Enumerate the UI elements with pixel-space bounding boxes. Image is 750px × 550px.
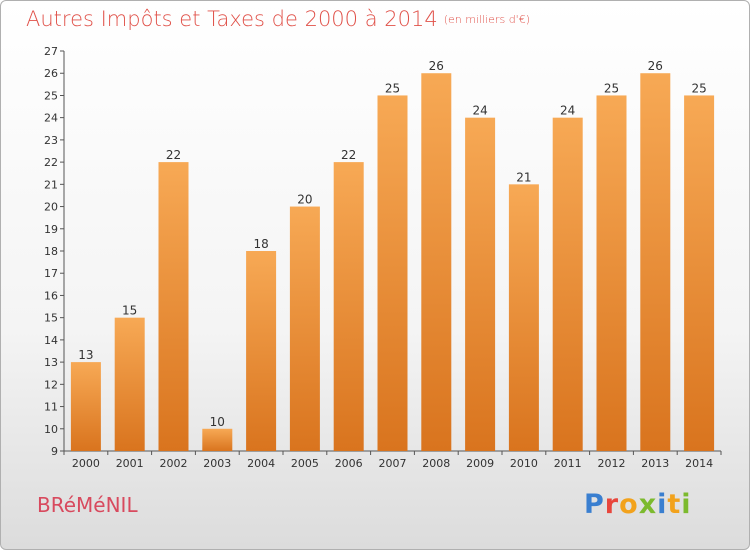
x-tick-label: 2006 (335, 457, 363, 470)
bar-2005 (289, 206, 320, 451)
y-tick-label: 22 (44, 156, 58, 169)
x-tick-label: 2002 (160, 457, 188, 470)
y-tick-label: 19 (44, 223, 58, 236)
x-tick-label: 2009 (466, 457, 494, 470)
x-tick-label: 2003 (203, 457, 231, 470)
bar-2000 (70, 362, 101, 451)
y-tick-label: 14 (44, 334, 58, 347)
y-tick-label: 20 (44, 201, 58, 214)
x-tick-label: 2014 (685, 457, 713, 470)
chart-unit: (en milliers d'€) (443, 13, 530, 26)
chart-data-labels: 13 15 22 10 18 20 22 25 26 24 21 24 25 26 25 (78, 59, 706, 429)
bar-2009 (465, 117, 496, 452)
logo-letter: x (638, 489, 658, 520)
logo-letter: t (667, 489, 682, 520)
y-tick-label: 24 (44, 112, 58, 125)
y-tick-label: 9 (51, 445, 58, 458)
y-tick-label: 13 (44, 356, 58, 369)
y-tick-label: 27 (44, 45, 58, 58)
data-label: 20 (297, 193, 312, 207)
bar-2004 (246, 251, 277, 451)
chart-axes: 9 10 11 12 13 14 15 16 17 18 19 20 21 22 23 24 25 26 27 200… (44, 45, 722, 470)
x-tick-label: 2011 (554, 457, 582, 470)
logo-letter: r (604, 489, 620, 520)
chart-bars (70, 73, 715, 452)
proxiti-logo[interactable]: Proxiti (584, 489, 692, 520)
logo-letter: P (584, 489, 605, 520)
data-label: 21 (516, 170, 531, 184)
data-label: 10 (210, 415, 225, 429)
data-label: 13 (78, 348, 93, 362)
y-tick-label: 21 (44, 178, 58, 191)
x-tick-label: 2013 (641, 457, 669, 470)
logo-letter: i (657, 489, 668, 520)
data-label: 22 (166, 148, 181, 162)
x-tick-label: 2001 (116, 457, 144, 470)
x-tick-label: 2008 (422, 457, 450, 470)
y-tick-label: 10 (44, 423, 58, 436)
y-tick-label: 26 (44, 67, 58, 80)
y-tick-label: 16 (44, 289, 58, 302)
data-label: 26 (429, 59, 444, 73)
bar-2007 (377, 95, 408, 451)
y-tick-label: 17 (44, 267, 58, 280)
y-tick-label: 12 (44, 378, 58, 391)
bar-2006 (333, 162, 364, 451)
chart-title-text: Autres Impôts et Taxes de 2000 à 2014 (26, 7, 438, 31)
bar-2014 (684, 95, 715, 451)
bar-2003 (202, 428, 233, 451)
y-tick-label: 25 (44, 89, 58, 102)
x-tick-label: 2010 (510, 457, 538, 470)
data-label: 24 (472, 104, 487, 118)
x-tick-label: 2005 (291, 457, 319, 470)
data-label: 25 (385, 81, 400, 95)
chart-title: Autres Impôts et Taxes de 2000 à 2014 (en… (26, 7, 530, 31)
bar-2010 (508, 184, 539, 452)
data-label: 25 (604, 81, 619, 95)
x-tick-label: 2007 (379, 457, 407, 470)
logo-letter: i (681, 489, 692, 520)
bar-2012 (596, 95, 627, 451)
x-tick-label: 2000 (72, 457, 100, 470)
bar-2001 (114, 317, 145, 451)
bar-2002 (158, 162, 189, 451)
bar-2013 (640, 73, 671, 451)
data-label: 22 (341, 148, 356, 162)
y-tick-label: 15 (44, 312, 58, 325)
data-label: 25 (691, 81, 706, 95)
x-tick-label: 2004 (247, 457, 275, 470)
bar-2011 (552, 117, 583, 452)
bar-2008 (421, 73, 452, 451)
data-label: 24 (560, 104, 575, 118)
y-tick-label: 23 (44, 134, 58, 147)
logo-letter: o (619, 489, 639, 520)
data-label: 18 (253, 237, 268, 251)
town-name: BRéMéNIL (37, 493, 138, 517)
x-tick-label: 2012 (598, 457, 626, 470)
data-label: 26 (648, 59, 663, 73)
data-label: 15 (122, 304, 137, 318)
y-tick-label: 18 (44, 245, 58, 258)
y-tick-label: 11 (44, 401, 58, 414)
